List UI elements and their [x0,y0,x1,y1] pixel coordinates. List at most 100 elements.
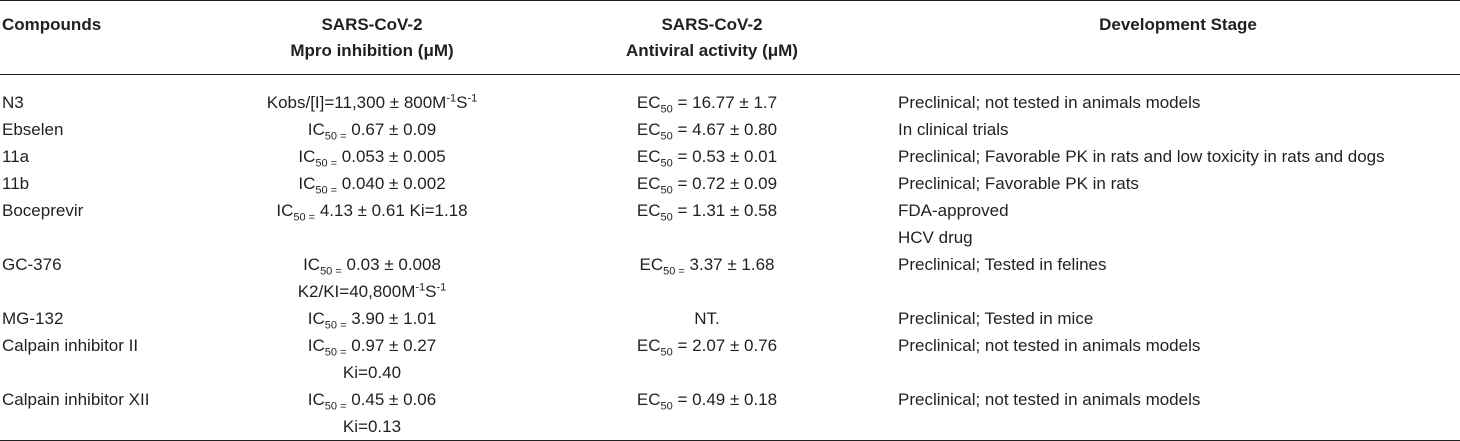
cell: Preclinical; not tested in animals model… [898,332,1458,359]
subscript: 50 = [320,265,342,278]
cell-line: Preclinical; Tested in mice [898,305,1458,332]
subscript: 50 [660,130,673,143]
cell: NT. [522,305,892,332]
text: EC [636,336,661,355]
text: MG-132 [2,309,64,328]
text: 11b [2,174,30,193]
cell-line: Development Stage [898,12,1458,38]
text: = 1.31 ± 0.58 [672,201,778,220]
text: 3.90 ± 1.01 [346,309,437,328]
cell: GC-376 [2,251,242,278]
text: Preclinical; not tested in animals model… [898,93,1201,112]
cell-line: 11a [2,143,242,170]
text: 0.97 ± 0.27 [346,336,437,355]
cell-line: Ki=0.40 [248,359,496,386]
text: FDA-approved [898,201,1009,220]
cell-line: In clinical trials [898,116,1458,143]
text: Mpro inhibition (μM) [290,41,454,60]
text: Boceprevir [2,201,84,220]
text: IC [303,255,321,274]
text: EC [639,255,664,274]
cell-line: 11b [2,170,242,197]
cell: IC50 = 0.97 ± 0.27 Ki=0.40 [248,332,496,386]
text: Ki=0.40 [342,363,402,382]
cell-line: K2/KI=40,800M-1S-1 [248,278,496,305]
cell: Ebselen [2,116,242,143]
cell: Preclinical; not tested in animals model… [898,89,1458,116]
text: K2/KI=40,800M [297,282,416,301]
cell-line: Preclinical; Favorable PK in rats and lo… [898,143,1458,170]
cell: Preclinical; not tested in animals model… [898,386,1458,413]
cell: Calpain inhibitor XII [2,386,242,413]
subscript: 50 = [293,211,316,224]
superscript: -1 [415,281,426,294]
cell-line: Ki=0.13 [248,413,496,440]
cell: FDA-approved HCV drug [898,197,1458,251]
cell-line: IC50 = 0.040 ± 0.002 [248,170,496,197]
cell: EC50 = 4.67 ± 0.80 [522,116,892,143]
cell: Preclinical; Tested in felines [898,251,1458,278]
cell-line: EC50 = 3.37 ± 1.68 [522,251,892,278]
text: EC [636,174,661,193]
header-rule [0,74,1460,75]
text: NT. [694,309,720,328]
cell: IC50 = 0.67 ± 0.09 [248,116,496,143]
text: IC [298,147,316,166]
subscript: 50 [660,400,673,413]
cell-line: IC50 = 0.053 ± 0.005 [248,143,496,170]
text: SARS-CoV-2 [321,15,423,34]
text: = 0.53 ± 0.01 [672,147,778,166]
cell: Preclinical; Tested in mice [898,305,1458,332]
subscript: 50 [660,103,673,116]
cell-line: EC50 = 0.49 ± 0.18 [522,386,892,413]
cell-line: Preclinical; not tested in animals model… [898,332,1458,359]
subscript: 50 = [315,157,338,170]
text: IC [276,201,294,220]
cell-line: EC50 = 2.07 ± 0.76 [522,332,892,359]
cell-line: EC50 = 1.31 ± 0.58 [522,197,892,224]
cell: N3 [2,89,242,116]
cell: SARS-CoV-2 Mpro inhibition (μM) [248,12,496,64]
cell: EC50 = 0.53 ± 0.01 [522,143,892,170]
subscript: 50 = [324,346,347,359]
text: 0.03 ± 0.008 [341,255,441,274]
text: = 0.72 ± 0.09 [672,174,778,193]
superscript: -1 [436,281,447,294]
cell-line: EC50 = 0.72 ± 0.09 [522,170,892,197]
text: 0.45 ± 0.06 [346,390,437,409]
text: Preclinical; Tested in felines [898,255,1107,274]
text: EC [636,93,661,112]
cell: IC50 = 0.053 ± 0.005 [248,143,496,170]
text: EC [636,201,661,220]
superscript: -1 [467,92,478,105]
cell-line: FDA-approved [898,197,1458,224]
cell: IC50 = 4.13 ± 0.61 Ki=1.18 [248,197,496,224]
cell-line: N3 [2,89,242,116]
cell-line: Preclinical; not tested in animals model… [898,89,1458,116]
cell-line: IC50 = 4.13 ± 0.61 Ki=1.18 [248,197,496,224]
cell-line: Preclinical; Tested in felines [898,251,1458,278]
text: = 16.77 ± 1.7 [672,93,778,112]
text: Calpain inhibitor XII [2,390,150,409]
cell-line: Boceprevir [2,197,242,224]
cell-line: Antiviral activity (μM) [522,38,902,64]
text: 4.13 ± 0.61 Ki=1.18 [315,201,468,220]
text: Preclinical; not tested in animals model… [898,336,1201,355]
text: Ki=0.13 [342,417,402,436]
cell: EC50 = 0.49 ± 0.18 [522,386,892,413]
cell: Kobs/[I]=11,300 ± 800M-1S-1 [248,89,496,116]
cell: EC50 = 2.07 ± 0.76 [522,332,892,359]
cell: Boceprevir [2,197,242,224]
text: N3 [2,93,24,112]
cell-line: EC50 = 4.67 ± 0.80 [522,116,892,143]
cell: EC50 = 1.31 ± 0.58 [522,197,892,224]
cell-line: Preclinical; not tested in animals model… [898,386,1458,413]
text: 0.040 ± 0.002 [337,174,446,193]
text: Preclinical; Favorable PK in rats [898,174,1139,193]
text: Preclinical; Favorable PK in rats and lo… [898,147,1385,166]
cell-line: Kobs/[I]=11,300 ± 800M-1S-1 [248,89,496,116]
text: = 4.67 ± 0.80 [672,120,778,139]
text: EC [636,147,661,166]
text: Preclinical; Tested in mice [898,309,1094,328]
text: Compounds [2,15,102,34]
